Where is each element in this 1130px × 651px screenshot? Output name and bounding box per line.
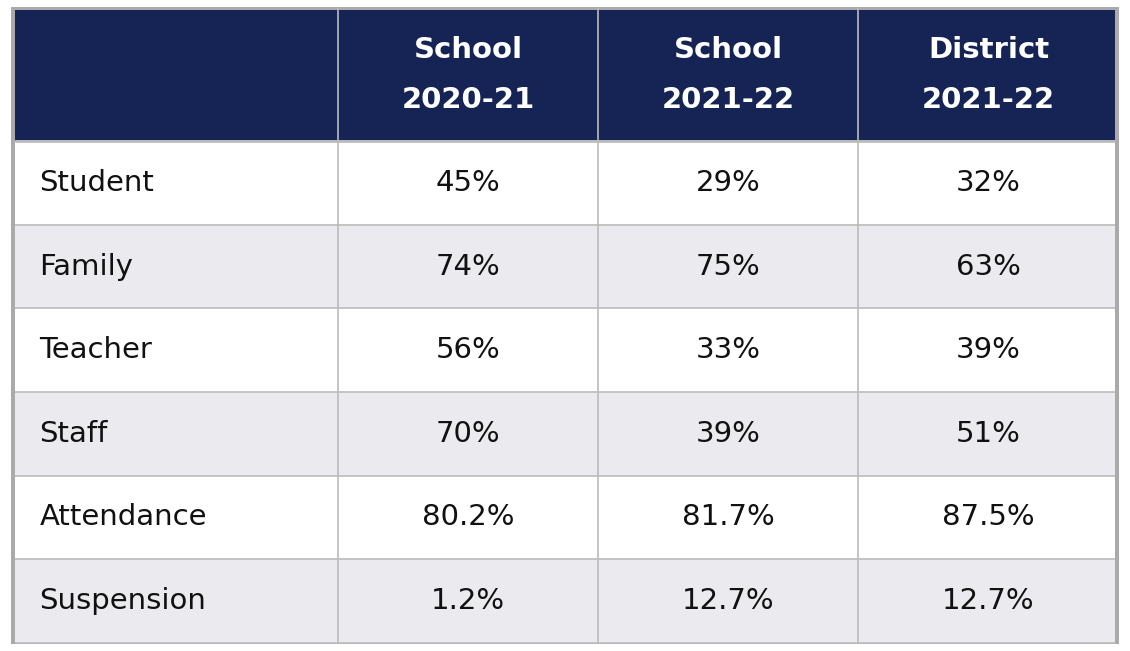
Bar bbox=[15, 10, 1115, 143]
Text: 2020-21: 2020-21 bbox=[401, 86, 534, 114]
Text: 39%: 39% bbox=[956, 337, 1022, 365]
Bar bbox=[15, 141, 1115, 225]
Text: 1.2%: 1.2% bbox=[431, 587, 505, 615]
Text: 81.7%: 81.7% bbox=[683, 503, 775, 531]
Text: 63%: 63% bbox=[956, 253, 1022, 281]
Text: Suspension: Suspension bbox=[40, 587, 207, 615]
Bar bbox=[15, 559, 1115, 643]
Text: 39%: 39% bbox=[696, 420, 760, 448]
Text: 87.5%: 87.5% bbox=[942, 503, 1035, 531]
Text: 12.7%: 12.7% bbox=[683, 587, 775, 615]
Text: Staff: Staff bbox=[40, 420, 108, 448]
Bar bbox=[15, 225, 1115, 309]
Text: 45%: 45% bbox=[436, 169, 501, 197]
Text: Family: Family bbox=[40, 253, 133, 281]
Text: 12.7%: 12.7% bbox=[942, 587, 1035, 615]
Text: 2021-22: 2021-22 bbox=[922, 86, 1055, 114]
Text: 75%: 75% bbox=[696, 253, 760, 281]
Text: Student: Student bbox=[40, 169, 155, 197]
Text: District: District bbox=[928, 36, 1049, 64]
Text: 2021-22: 2021-22 bbox=[662, 86, 794, 114]
Bar bbox=[15, 309, 1115, 392]
Text: 70%: 70% bbox=[436, 420, 501, 448]
Text: Attendance: Attendance bbox=[40, 503, 207, 531]
Text: 80.2%: 80.2% bbox=[421, 503, 514, 531]
Bar bbox=[15, 392, 1115, 475]
Text: 33%: 33% bbox=[696, 337, 760, 365]
Text: Teacher: Teacher bbox=[40, 337, 153, 365]
Text: 51%: 51% bbox=[956, 420, 1022, 448]
Text: 74%: 74% bbox=[436, 253, 501, 281]
Text: School: School bbox=[414, 36, 523, 64]
Text: 56%: 56% bbox=[436, 337, 501, 365]
Text: 29%: 29% bbox=[696, 169, 760, 197]
Text: School: School bbox=[673, 36, 783, 64]
Bar bbox=[15, 475, 1115, 559]
Text: 32%: 32% bbox=[956, 169, 1022, 197]
